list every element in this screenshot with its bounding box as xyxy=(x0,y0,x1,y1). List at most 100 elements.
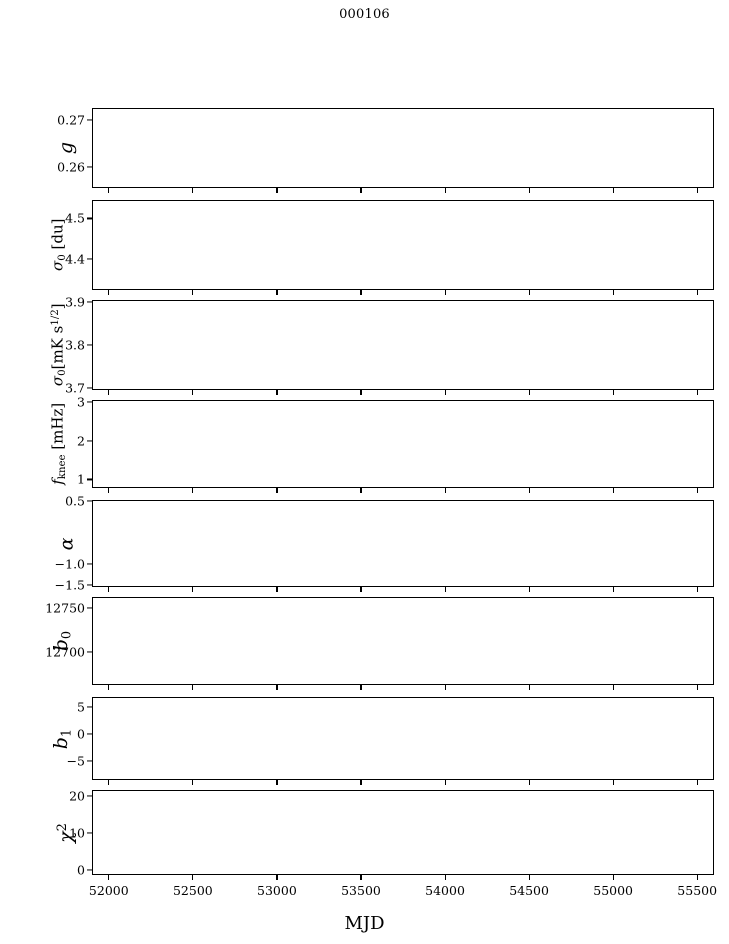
y-tick-mark xyxy=(87,563,92,565)
y-tick-mark xyxy=(87,651,92,653)
x-tick-mark xyxy=(444,875,446,880)
x-tick-mark xyxy=(192,875,194,880)
x-tick-mark xyxy=(192,188,194,193)
panel-frame xyxy=(92,790,714,875)
x-tick-mark xyxy=(276,290,278,295)
x-tick-mark xyxy=(360,290,362,295)
y-tick-label: 20 xyxy=(69,788,85,804)
y-tick-mark xyxy=(87,760,92,762)
x-tick-mark xyxy=(528,290,530,295)
y-tick-label: 0 xyxy=(77,726,85,742)
panel-frame xyxy=(92,697,714,780)
y-tick-label: 12700 xyxy=(45,644,85,660)
y-tick-mark xyxy=(87,500,92,502)
y-tick-mark xyxy=(87,119,92,121)
panel-chi2: 0 10 20 52000 52500 53000 53500 54000 54500 55000… xyxy=(69,788,717,898)
x-tick-label: 54500 xyxy=(509,883,549,898)
panel-plot-fknee xyxy=(92,400,714,488)
y-axis-label: g xyxy=(55,141,78,155)
y-tick-label: 3.7 xyxy=(65,380,85,396)
panel-plot-chi2 xyxy=(92,790,714,875)
y-tick-label: 12750 xyxy=(45,600,85,616)
x-tick-mark xyxy=(612,390,614,395)
y-axis-label: χ2 xyxy=(54,822,77,843)
y-tick-label: 3.8 xyxy=(65,337,85,353)
x-tick-mark xyxy=(696,780,698,785)
y-tick-label: 0.5 xyxy=(65,493,85,509)
panel-plot-sigma0-mk xyxy=(92,300,714,390)
y-axis-label: b0 xyxy=(50,630,75,652)
y-tick-label: 4.5 xyxy=(65,210,85,226)
y-tick-mark xyxy=(87,401,92,403)
y-tick-mark xyxy=(87,832,92,834)
x-tick-mark xyxy=(108,780,110,785)
x-tick-mark xyxy=(276,875,278,880)
x-tick-mark xyxy=(108,488,110,493)
panel-frame xyxy=(92,500,714,587)
y-tick-mark xyxy=(87,344,92,346)
x-tick-mark xyxy=(612,488,614,493)
x-tick-mark xyxy=(612,587,614,592)
x-tick-mark xyxy=(444,685,446,690)
x-tick-mark xyxy=(444,587,446,592)
panel-sigma0-du: 4.4 4.5 xyxy=(65,200,714,295)
y-axis-label: α xyxy=(54,537,77,550)
x-tick-label: 53000 xyxy=(257,883,297,898)
x-tick-mark xyxy=(276,390,278,395)
x-tick-mark xyxy=(192,587,194,592)
x-tick-mark xyxy=(276,780,278,785)
x-tick-mark xyxy=(276,488,278,493)
y-tick-mark xyxy=(87,733,92,735)
x-tick-mark xyxy=(108,290,110,295)
x-tick-mark xyxy=(528,587,530,592)
x-tick-mark xyxy=(360,488,362,493)
x-tick-mark xyxy=(276,188,278,193)
x-tick-label: 55000 xyxy=(593,883,634,898)
y-tick-label: 2 xyxy=(77,433,85,449)
x-tick-mark xyxy=(192,685,194,690)
panel-frame xyxy=(92,597,714,685)
y-tick-label: 0.26 xyxy=(57,159,85,175)
panel-frame xyxy=(92,400,714,488)
y-tick-label: 0 xyxy=(77,862,85,878)
x-tick-mark xyxy=(108,188,110,193)
x-tick-mark xyxy=(444,290,446,295)
x-tick-mark xyxy=(528,685,530,690)
x-tick-mark xyxy=(360,188,362,193)
x-tick-mark xyxy=(444,390,446,395)
panel-frame xyxy=(92,300,714,390)
y-tick-label: −1.5 xyxy=(54,577,85,592)
y-tick-mark xyxy=(87,583,92,586)
y-tick-label: −5 xyxy=(66,753,85,769)
y-tick-mark xyxy=(87,217,92,219)
x-tick-mark xyxy=(360,780,362,785)
panel-b1: −5 0 5 xyxy=(67,697,714,785)
y-tick-mark xyxy=(87,166,92,168)
y-axis-label: fknee [mHz] xyxy=(48,402,68,485)
panel-b0: 12700 12750 xyxy=(45,597,714,690)
x-tick-mark xyxy=(696,488,698,493)
x-tick-mark xyxy=(612,685,614,690)
x-tick-mark xyxy=(192,780,194,785)
x-tick-mark xyxy=(276,587,278,592)
x-tick-mark xyxy=(528,780,530,785)
x-axis-label: MJD xyxy=(344,913,385,934)
y-tick-mark xyxy=(87,706,92,708)
x-tick-mark xyxy=(612,188,614,193)
panel-fknee: 1 2 3 xyxy=(77,394,714,493)
panel-alpha: 0.5 −1.0 −1.5 xyxy=(55,494,714,592)
x-tick-mark xyxy=(192,390,194,395)
x-tick-mark xyxy=(444,188,446,193)
panel-plot-sigma0-du xyxy=(92,200,714,290)
x-tick-label: 52000 xyxy=(88,883,129,898)
x-tick-mark xyxy=(444,780,446,785)
x-tick-mark xyxy=(360,875,362,880)
x-tick-mark xyxy=(528,875,530,880)
x-tick-mark xyxy=(528,488,530,493)
x-tick-mark xyxy=(108,390,110,395)
x-tick-mark xyxy=(360,390,362,395)
y-tick-label: 0.27 xyxy=(57,112,85,128)
x-tick-mark xyxy=(696,587,698,592)
y-tick-mark xyxy=(87,301,92,303)
x-tick-mark xyxy=(192,290,194,295)
